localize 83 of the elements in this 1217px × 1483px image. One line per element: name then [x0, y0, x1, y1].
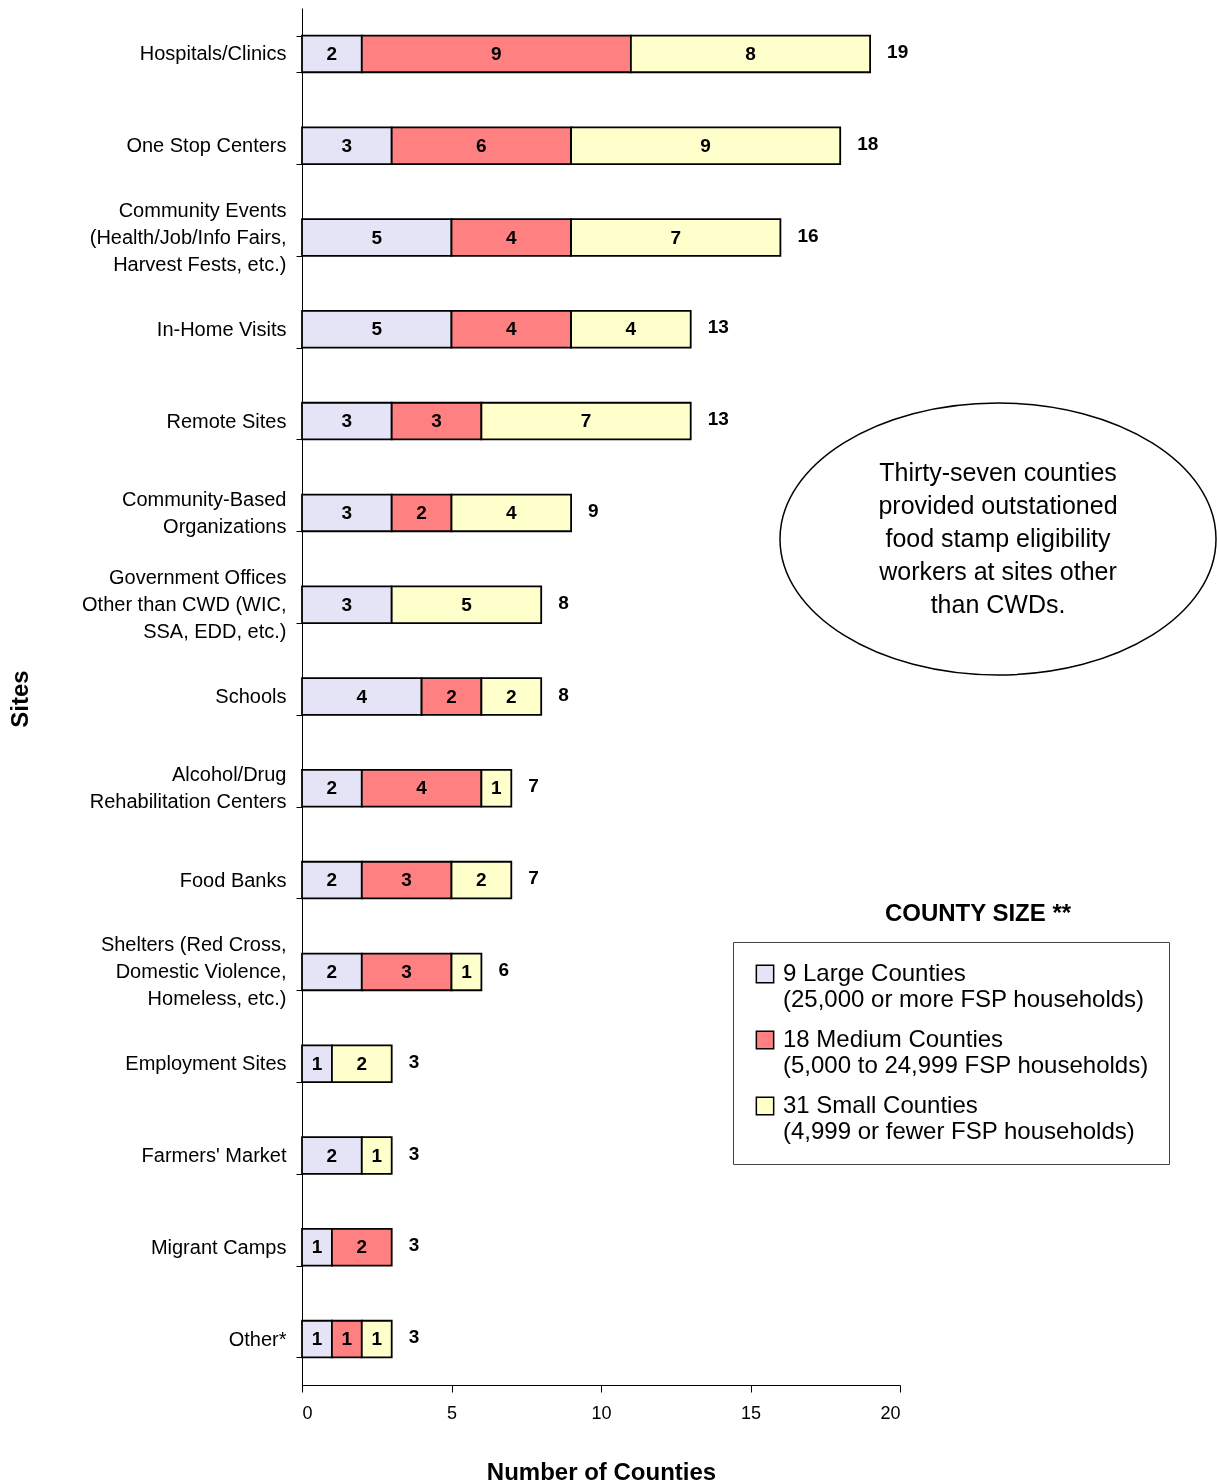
data-label: 1: [461, 960, 473, 982]
total-label: 3: [408, 1142, 420, 1164]
data-label: 3: [341, 134, 353, 156]
y-tick-label: Community-Based Organizations: [121, 487, 287, 537]
total-label: 7: [528, 867, 539, 889]
data-label: 2: [326, 1144, 338, 1166]
data-label: 4: [356, 685, 368, 707]
data-label: 2: [326, 869, 338, 891]
x-tick-label: 0: [302, 1402, 313, 1423]
data-label: 1: [491, 777, 503, 799]
x-axis-title: Number of Counties: [486, 1457, 717, 1483]
data-label: 8: [745, 42, 756, 64]
y-axis-title: Sites: [5, 670, 33, 728]
total-label: 6: [498, 958, 509, 980]
data-label: 1: [311, 1236, 323, 1258]
data-label: 2: [326, 42, 338, 64]
data-label: 2: [476, 869, 487, 891]
total-label: 13: [707, 408, 729, 430]
data-label: 3: [401, 960, 412, 982]
data-label: 7: [670, 226, 682, 248]
x-tick-label: 20: [880, 1402, 901, 1423]
data-label: 2: [356, 1052, 368, 1074]
data-label: 3: [341, 410, 353, 432]
legend-title: COUNTY SIZE **: [884, 899, 1072, 926]
data-label: 3: [401, 869, 412, 891]
data-label: 4: [416, 777, 428, 799]
data-label: 1: [341, 1328, 353, 1350]
y-tick-label: Community Events (Health/Job/Info Fairs, Harvest Fests, etc.): [89, 199, 287, 275]
data-label: 4: [506, 501, 518, 523]
total-label: 16: [797, 224, 819, 246]
data-label: 3: [431, 410, 442, 432]
total-label: 8: [558, 591, 569, 613]
y-tick-label: Food Banks: [179, 868, 287, 891]
y-tick-label: Government Offices Other than CWD (WIC, SSA, EDD, etc.): [82, 566, 287, 643]
total-label: 3: [408, 1050, 420, 1072]
data-label: 9: [700, 134, 711, 156]
y-tick-label: Other*: [228, 1327, 287, 1350]
legend-label: 31 Small Counties (4,999 or fewer FSP households): [783, 1091, 1135, 1144]
data-label: 5: [371, 318, 383, 340]
total-label: 9: [588, 499, 599, 521]
data-label: 1: [371, 1144, 383, 1166]
data-label: 1: [311, 1052, 323, 1074]
data-label: 1: [311, 1328, 323, 1350]
data-label: 4: [506, 318, 518, 340]
data-label: 2: [326, 960, 338, 982]
data-label: 2: [356, 1236, 368, 1258]
total-label: 19: [887, 40, 909, 62]
annotation: Thirty-seven counties provided outstationed food stamp eligibility workers at sites other than CWDs.: [878, 458, 1118, 618]
total-label: 3: [408, 1326, 420, 1348]
data-label: 7: [580, 410, 592, 432]
total-label: 3: [408, 1234, 420, 1256]
x-tick-label: 10: [591, 1402, 612, 1423]
data-label: 1: [371, 1328, 383, 1350]
y-tick-label: One Stop Centers: [126, 134, 287, 157]
y-tick-label: Migrant Camps: [150, 1235, 287, 1258]
data-label: 9: [491, 42, 502, 64]
data-label: 4: [625, 318, 637, 340]
data-label: 3: [341, 501, 353, 523]
legend-label: 9 Large Counties (25,000 or more FSP households): [783, 959, 1145, 1012]
total-label: 13: [707, 316, 729, 338]
data-label: 5: [371, 226, 383, 248]
total-label: 7: [528, 775, 539, 797]
data-label: 2: [506, 685, 517, 707]
y-tick-label: Alcohol/Drug Rehabilitation Centers: [89, 763, 287, 813]
data-label: 2: [416, 501, 427, 523]
data-label: 2: [446, 685, 457, 707]
data-label: 2: [326, 777, 338, 799]
y-tick-label: Hospitals/Clinics: [139, 42, 287, 65]
x-tick-label: 5: [446, 1402, 458, 1423]
y-tick-label: Shelters (Red Cross, Domestic Violence, Homeless, etc.): [100, 933, 287, 1010]
data-label: 6: [476, 134, 487, 156]
total-label: 8: [558, 683, 569, 705]
data-label: 4: [506, 226, 518, 248]
data-label: 5: [461, 593, 473, 615]
y-tick-label: Remote Sites: [166, 409, 287, 432]
data-label: 3: [341, 593, 353, 615]
legend-label: 18 Medium Counties (5,000 to 24,999 FSP households): [783, 1025, 1149, 1078]
y-tick-label: Schools: [215, 685, 287, 707]
total-label: 18: [857, 132, 879, 154]
x-tick-label: 15: [740, 1402, 762, 1423]
y-tick-label: In-Home Visits: [156, 317, 287, 340]
y-tick-label: Farmers' Market: [141, 1144, 287, 1166]
y-tick-label: Employment Sites: [125, 1052, 287, 1075]
